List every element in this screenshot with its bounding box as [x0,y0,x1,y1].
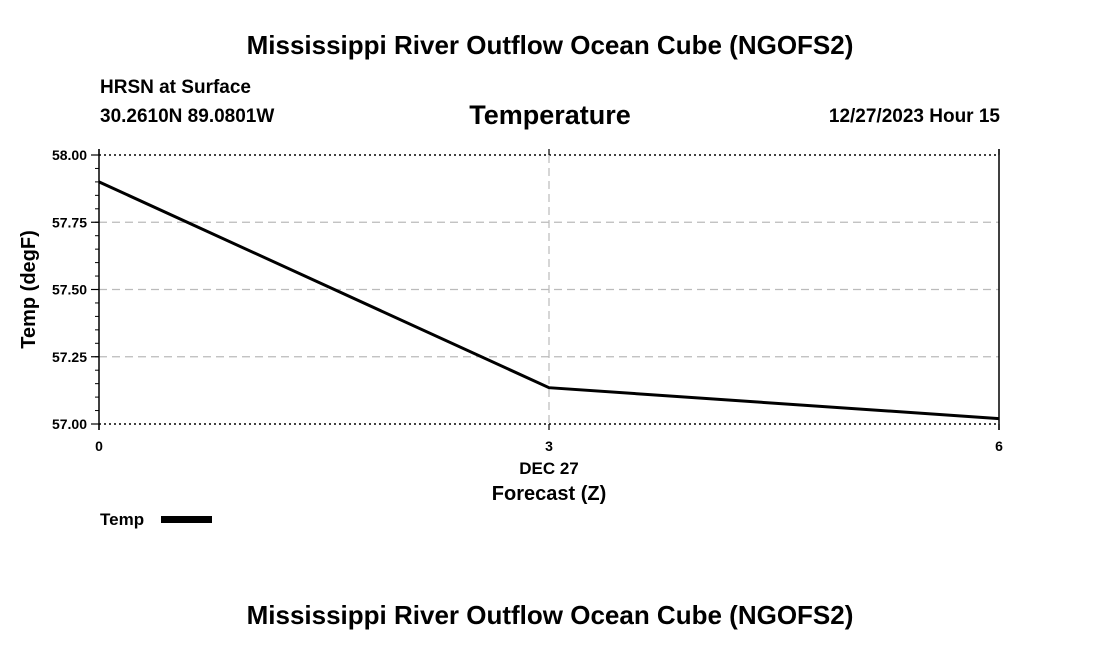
x-tick-label: 6 [995,438,1003,454]
x-tick-label: 3 [545,438,553,454]
y-tick-label: 58.00 [52,147,87,163]
y-tick-label: 57.00 [52,416,87,432]
y-tick-label: 57.75 [52,214,87,230]
legend-swatch [161,516,212,523]
x-tick-label: 0 [95,438,103,454]
station-label: HRSN at Surface [100,77,251,98]
y-tick-label: 57.50 [52,282,87,298]
station-coordinates: 30.2610N 89.0801W [100,106,275,127]
chart-title: Temperature [469,100,631,130]
footer-title: Mississippi River Outflow Ocean Cube (NG… [246,600,854,630]
forecast-datetime: 12/27/2023 Hour 15 [828,106,1000,127]
temp-series-line [98,180,1000,421]
y-axis-title: Temp (degF) [18,230,40,349]
y-tick-label: 57.25 [52,349,87,365]
x-axis-title: Forecast (Z) [492,483,606,505]
x-date-label: DEC 27 [519,459,579,478]
page-title: Mississippi River Outflow Ocean Cube (NG… [246,30,854,60]
legend-label: Temp [100,510,144,529]
